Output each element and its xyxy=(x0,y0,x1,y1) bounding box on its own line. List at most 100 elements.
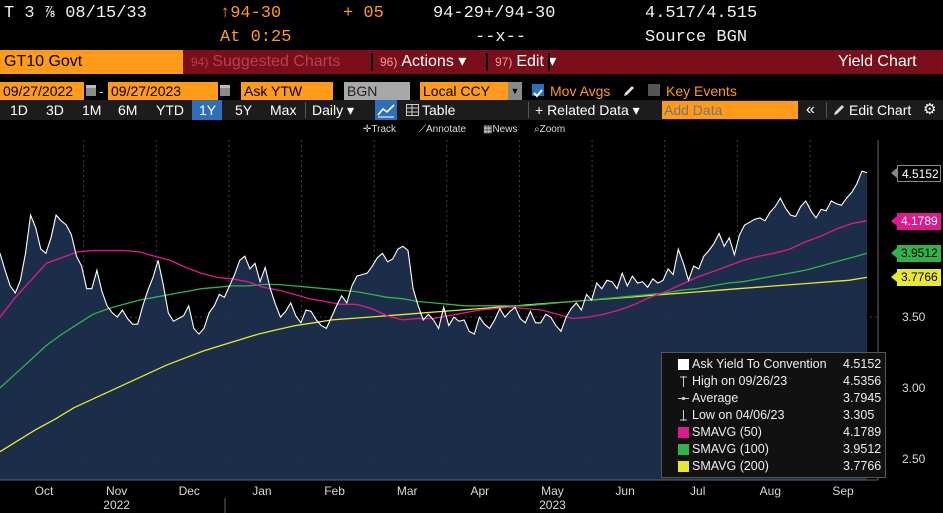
y-tick-label: 3.00 xyxy=(902,381,926,395)
frequency-selector[interactable]: Daily ▾ xyxy=(312,102,355,118)
x-tick-label: Sep xyxy=(832,484,854,498)
x-tick-label: Oct xyxy=(35,484,54,498)
period-5y[interactable]: 5Y xyxy=(235,102,253,118)
legend-row-price[interactable]: Ask Yield To Convention 4.5152 xyxy=(662,356,887,373)
legend-name: SMAVG (50) xyxy=(692,425,762,439)
calendar-icon[interactable] xyxy=(220,85,230,96)
track-tool[interactable]: ✛ Track xyxy=(363,121,396,139)
legend-name: SMAVG (100) xyxy=(692,442,769,456)
last-price: ↑94-30 xyxy=(220,4,282,23)
legend-row-sma200[interactable]: SMAVG (200) 3.7766 xyxy=(662,458,887,475)
edit-menu[interactable]: 97) Edit ▾ xyxy=(489,50,556,74)
collapse-button[interactable]: « xyxy=(806,101,815,118)
zoom-label: Zoom xyxy=(539,124,566,135)
legend-swatch xyxy=(678,359,689,370)
legend-row-average[interactable]: Average 3.7945 xyxy=(662,390,887,407)
gear-icon[interactable]: ⚙ xyxy=(923,101,937,118)
period-1y[interactable]: 1Y xyxy=(192,100,222,120)
annotate-tool[interactable]: ⟋ Annotate xyxy=(419,121,466,139)
sma200-line xyxy=(0,276,868,453)
date-range-dash: - xyxy=(99,83,104,99)
currency-selector[interactable]: Local CCY xyxy=(420,82,508,100)
period-6m[interactable]: 6M xyxy=(118,102,138,118)
legend-row-sma100[interactable]: SMAVG (100) 3.9512 xyxy=(662,441,887,458)
chart-axes: 3.50 3.00 2.50 Oct Nov Dec Jan Feb Mar Apr May Jun J… xyxy=(0,140,926,513)
edit-chart-button[interactable]: Edit Chart xyxy=(849,102,912,118)
zoom-tool[interactable]: ⌕ Zoom xyxy=(534,121,565,139)
legend-row-sma50[interactable]: SMAVG (50) 4.1789 xyxy=(662,424,887,441)
chart-type-title: Yield Chart xyxy=(838,53,917,70)
legend-value: 3.7945 xyxy=(843,391,882,405)
actions-label: Actions ▾ xyxy=(401,53,467,70)
period-1m[interactable]: 1M xyxy=(82,102,102,118)
value-tag-sma200: 3.7766 xyxy=(897,269,941,287)
line-chart-icon xyxy=(377,104,395,118)
start-date-field[interactable]: 09/27/2022 xyxy=(0,82,84,100)
track-label: Track xyxy=(371,124,397,135)
mov-avgs-label[interactable]: Mov Avgs xyxy=(550,83,611,99)
actions-number: 96) xyxy=(380,55,398,69)
actions-menu[interactable]: 96) Actions ▾ xyxy=(374,50,466,74)
legend-value: 4.1789 xyxy=(843,425,882,439)
period-max[interactable]: Max xyxy=(270,102,297,118)
related-data-menu[interactable]: + Related Data ▾ xyxy=(535,102,640,118)
chevron-down-icon[interactable]: ▼ xyxy=(508,82,522,100)
table-icon xyxy=(406,104,419,116)
legend-swatch xyxy=(678,444,689,455)
legend-name: Low on 04/06/23 xyxy=(692,408,785,422)
legend-swatch xyxy=(678,427,689,438)
x-tick-label: Feb xyxy=(324,484,345,498)
mov-avgs-checkbox[interactable] xyxy=(532,84,544,98)
legend-swatch xyxy=(678,461,689,472)
line-chart-button[interactable] xyxy=(375,100,397,120)
key-events-checkbox[interactable] xyxy=(648,84,660,96)
chart-controls: 09/27/2022 - 09/27/2023 Ask YTW BGN Loca… xyxy=(0,81,943,101)
field-selector[interactable]: Ask YTW xyxy=(241,82,333,100)
y-tick-label: 2.50 xyxy=(902,452,926,466)
checkmark-icon xyxy=(533,89,543,98)
suggested-charts-menu[interactable]: 94) Suggested Charts xyxy=(185,50,340,74)
news-tool[interactable]: ▦ News xyxy=(483,121,517,139)
chart-tools: ✛ Track ⟋ Annotate ▦ News ⌕ Zoom xyxy=(0,121,943,139)
pencil-icon[interactable] xyxy=(622,84,636,98)
low-icon xyxy=(680,410,687,421)
period-3d[interactable]: 3D xyxy=(46,102,64,118)
legend-value: 3.7766 xyxy=(843,459,882,473)
quote-size: --x-- xyxy=(475,28,527,47)
legend-name: SMAVG (200) xyxy=(692,459,769,473)
legend-name: Average xyxy=(692,391,739,405)
quote-row-2: At 0:25 --x-- Source BGN xyxy=(0,26,943,50)
legend-value: 3.305 xyxy=(843,408,875,422)
value-tag-pointer xyxy=(891,215,897,226)
table-button[interactable]: Table xyxy=(402,100,456,120)
period-ytd[interactable]: YTD xyxy=(156,102,184,118)
pencil-icon[interactable] xyxy=(832,103,846,117)
y-tick-label: 3.50 xyxy=(902,310,926,324)
value-tag-pointer xyxy=(891,272,897,283)
key-events-label[interactable]: Key Events xyxy=(666,83,737,99)
toolbar-divider xyxy=(528,102,529,118)
legend-value: 4.5152 xyxy=(843,357,882,371)
legend-row-high[interactable]: High on 09/26/23 4.5356 xyxy=(662,373,887,390)
annotate-label: Annotate xyxy=(426,124,467,135)
add-data-input[interactable] xyxy=(662,101,798,119)
legend-value: 4.5356 xyxy=(843,374,882,388)
period-1d[interactable]: 1D xyxy=(10,102,28,118)
price-area xyxy=(0,171,867,480)
pricing-source: Source BGN xyxy=(645,28,748,47)
x-year-label: 2023 xyxy=(539,498,566,512)
x-tick-label: Jan xyxy=(252,484,271,498)
chart-legend[interactable]: Ask Yield To Convention 4.5152 High on 09/… xyxy=(661,352,886,478)
suggested-charts-label: Suggested Charts xyxy=(212,53,341,70)
x-tick-label: Nov xyxy=(106,484,127,498)
value-tag-pointer xyxy=(891,248,897,259)
suggested-charts-number: 94) xyxy=(191,55,209,69)
source-field[interactable]: BGN xyxy=(344,82,410,100)
bid-ask-price: 94-29+/94-30 xyxy=(433,4,556,23)
calendar-icon[interactable] xyxy=(86,85,96,96)
quote-row-1: T 3 ⅞ 08/15/33 ↑94-30 + 05 94-29+/94-30 … xyxy=(0,2,943,26)
ticker-field[interactable]: GT10 Govt xyxy=(0,50,183,74)
end-date-field[interactable]: 09/27/2023 xyxy=(108,82,218,100)
average-icon xyxy=(678,396,689,401)
legend-row-low[interactable]: Low on 04/06/23 3.305 xyxy=(662,407,887,424)
